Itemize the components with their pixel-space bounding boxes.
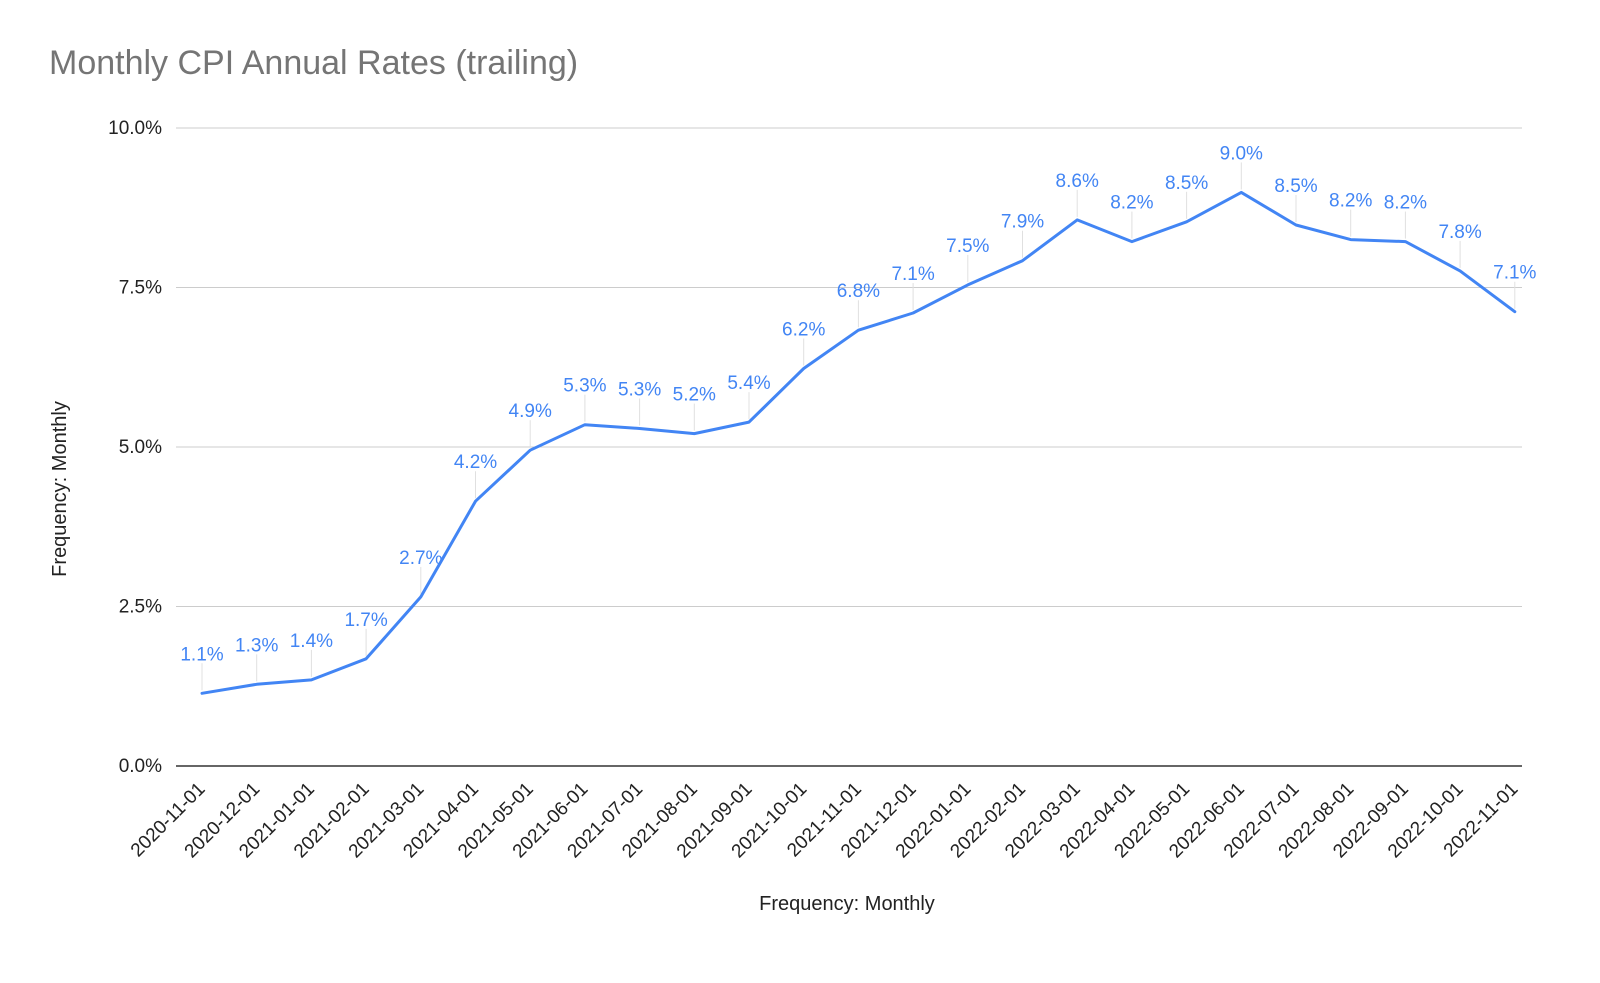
data-label: 1.4% xyxy=(290,631,333,652)
data-label: 7.1% xyxy=(1493,263,1536,284)
data-point xyxy=(1458,269,1462,273)
data-point xyxy=(528,448,532,452)
y-tick-label: 7.5% xyxy=(119,278,162,299)
data-label: 4.2% xyxy=(454,452,497,473)
data-label: 9.0% xyxy=(1220,143,1263,164)
data-point xyxy=(1185,220,1189,224)
data-label: 7.1% xyxy=(891,264,934,285)
data-label: 8.5% xyxy=(1274,176,1317,197)
data-label: 8.5% xyxy=(1165,173,1208,194)
data-point xyxy=(1075,218,1079,222)
data-label: 5.4% xyxy=(727,373,770,394)
data-label: 1.1% xyxy=(180,644,223,665)
data-label: 5.3% xyxy=(563,376,606,397)
data-point xyxy=(474,499,478,503)
data-point xyxy=(1403,240,1407,244)
y-tick-label: 2.5% xyxy=(119,597,162,618)
y-tick-label: 10.0% xyxy=(108,118,162,139)
chart-title: Monthly CPI Annual Rates (trailing) xyxy=(49,44,579,82)
data-point xyxy=(1513,310,1517,314)
data-point xyxy=(638,426,642,430)
data-label: 7.8% xyxy=(1438,222,1481,243)
data-point xyxy=(1239,190,1243,194)
data-label: 8.2% xyxy=(1329,191,1372,212)
data-label: 8.2% xyxy=(1384,193,1427,214)
data-point xyxy=(966,283,970,287)
y-axis-title: Frequency: Monthly xyxy=(49,401,71,577)
y-tick-label: 5.0% xyxy=(119,437,162,458)
data-label: 7.5% xyxy=(946,236,989,257)
data-point xyxy=(1349,238,1353,242)
data-point xyxy=(309,678,313,682)
data-point xyxy=(802,367,806,371)
data-point xyxy=(364,657,368,661)
data-point xyxy=(200,691,204,695)
data-point xyxy=(255,682,259,686)
data-label: 8.2% xyxy=(1110,193,1153,214)
data-point xyxy=(1021,259,1025,263)
data-point xyxy=(1130,240,1134,244)
data-point xyxy=(1294,223,1298,227)
data-label: 1.7% xyxy=(344,610,387,631)
data-label: 1.3% xyxy=(235,635,278,656)
data-point xyxy=(583,423,587,427)
data-point xyxy=(419,595,423,599)
data-label: 6.2% xyxy=(782,320,825,341)
data-label: 4.9% xyxy=(509,401,552,422)
data-point xyxy=(911,311,915,315)
data-label: 8.6% xyxy=(1056,171,1099,192)
data-label: 5.2% xyxy=(673,385,716,406)
data-label: 7.9% xyxy=(1001,212,1044,233)
series-line xyxy=(200,190,1517,695)
x-axis-title: Frequency: Monthly xyxy=(759,893,935,915)
data-point xyxy=(747,420,751,424)
data-label: 2.7% xyxy=(399,548,442,569)
y-tick-label: 0.0% xyxy=(119,756,162,777)
data-point xyxy=(692,432,696,436)
data-point xyxy=(856,328,860,332)
data-label: 6.8% xyxy=(837,281,880,302)
data-label: 5.3% xyxy=(618,379,661,400)
